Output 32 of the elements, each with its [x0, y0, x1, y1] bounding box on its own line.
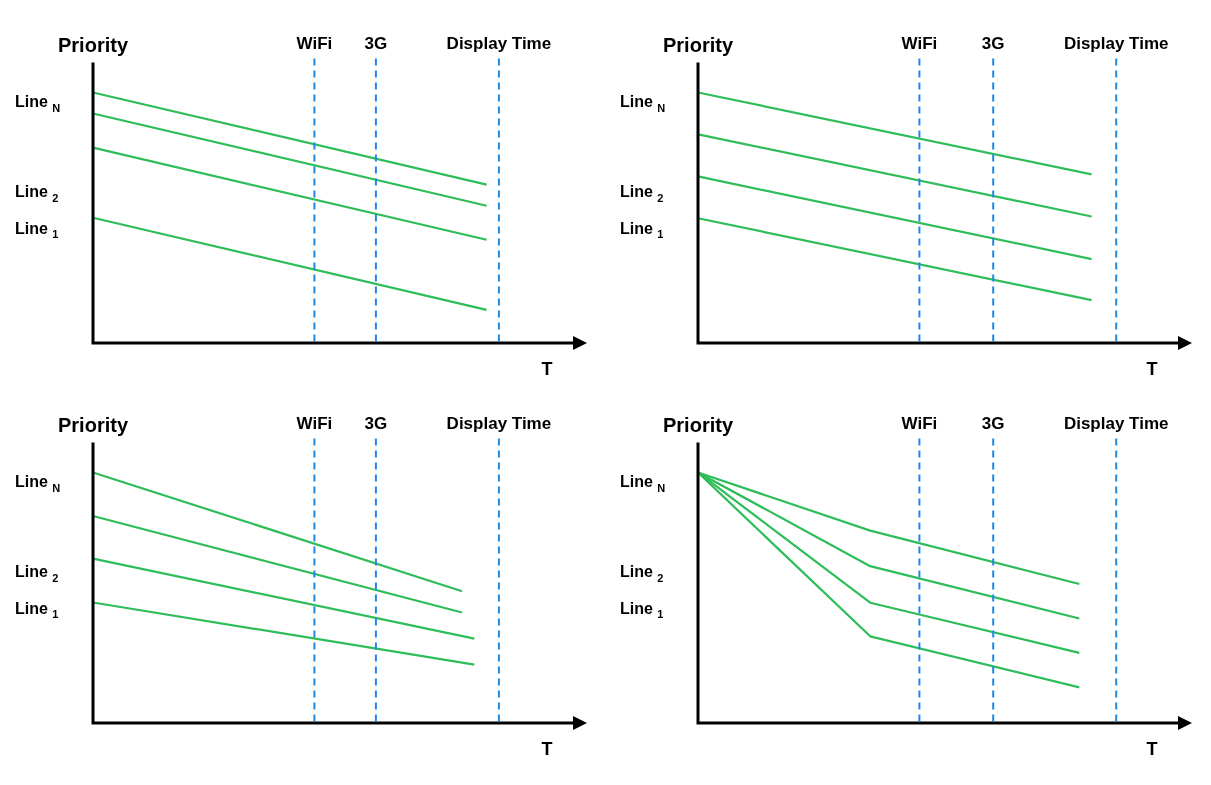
x-tick-label: WiFi [901, 413, 938, 433]
x-axis-title: T [1146, 359, 1158, 379]
text: Line N [620, 93, 666, 115]
text: Line 1 [620, 599, 664, 621]
text: Line 2 [15, 183, 59, 204]
text: Line N [15, 473, 61, 495]
x-tick-label: Display Time [446, 413, 552, 433]
x-tick-label: 3G [364, 33, 388, 53]
x-tick-label: 3G [364, 413, 388, 433]
text: Line 2 [620, 563, 664, 584]
text: Line 1 [15, 219, 59, 241]
y-axis-title: Priority [663, 414, 734, 437]
x-tick-label: WiFi [296, 33, 333, 53]
y-axis-title: Priority [58, 414, 129, 437]
text: Line 2 [620, 183, 664, 204]
x-tick-label: Display Time [1063, 413, 1169, 433]
x-tick-label: Display Time [446, 33, 552, 53]
x-tick-label: WiFi [901, 33, 938, 53]
text: Line 1 [15, 599, 59, 621]
text: Line 1 [620, 219, 664, 241]
y-axis-title: Priority [663, 34, 734, 57]
x-tick-label: 3G [981, 413, 1005, 433]
x-axis-title: T [541, 739, 553, 759]
x-tick-label: WiFi [296, 413, 333, 433]
text: Line N [15, 93, 61, 115]
text: Line 2 [15, 563, 59, 584]
text: Line N [620, 473, 666, 495]
x-tick-label: Display Time [1063, 33, 1169, 53]
x-axis-title: T [1146, 739, 1158, 759]
y-axis-title: Priority [58, 34, 129, 57]
x-tick-label: 3G [981, 33, 1005, 53]
x-axis-title: T [541, 359, 553, 379]
